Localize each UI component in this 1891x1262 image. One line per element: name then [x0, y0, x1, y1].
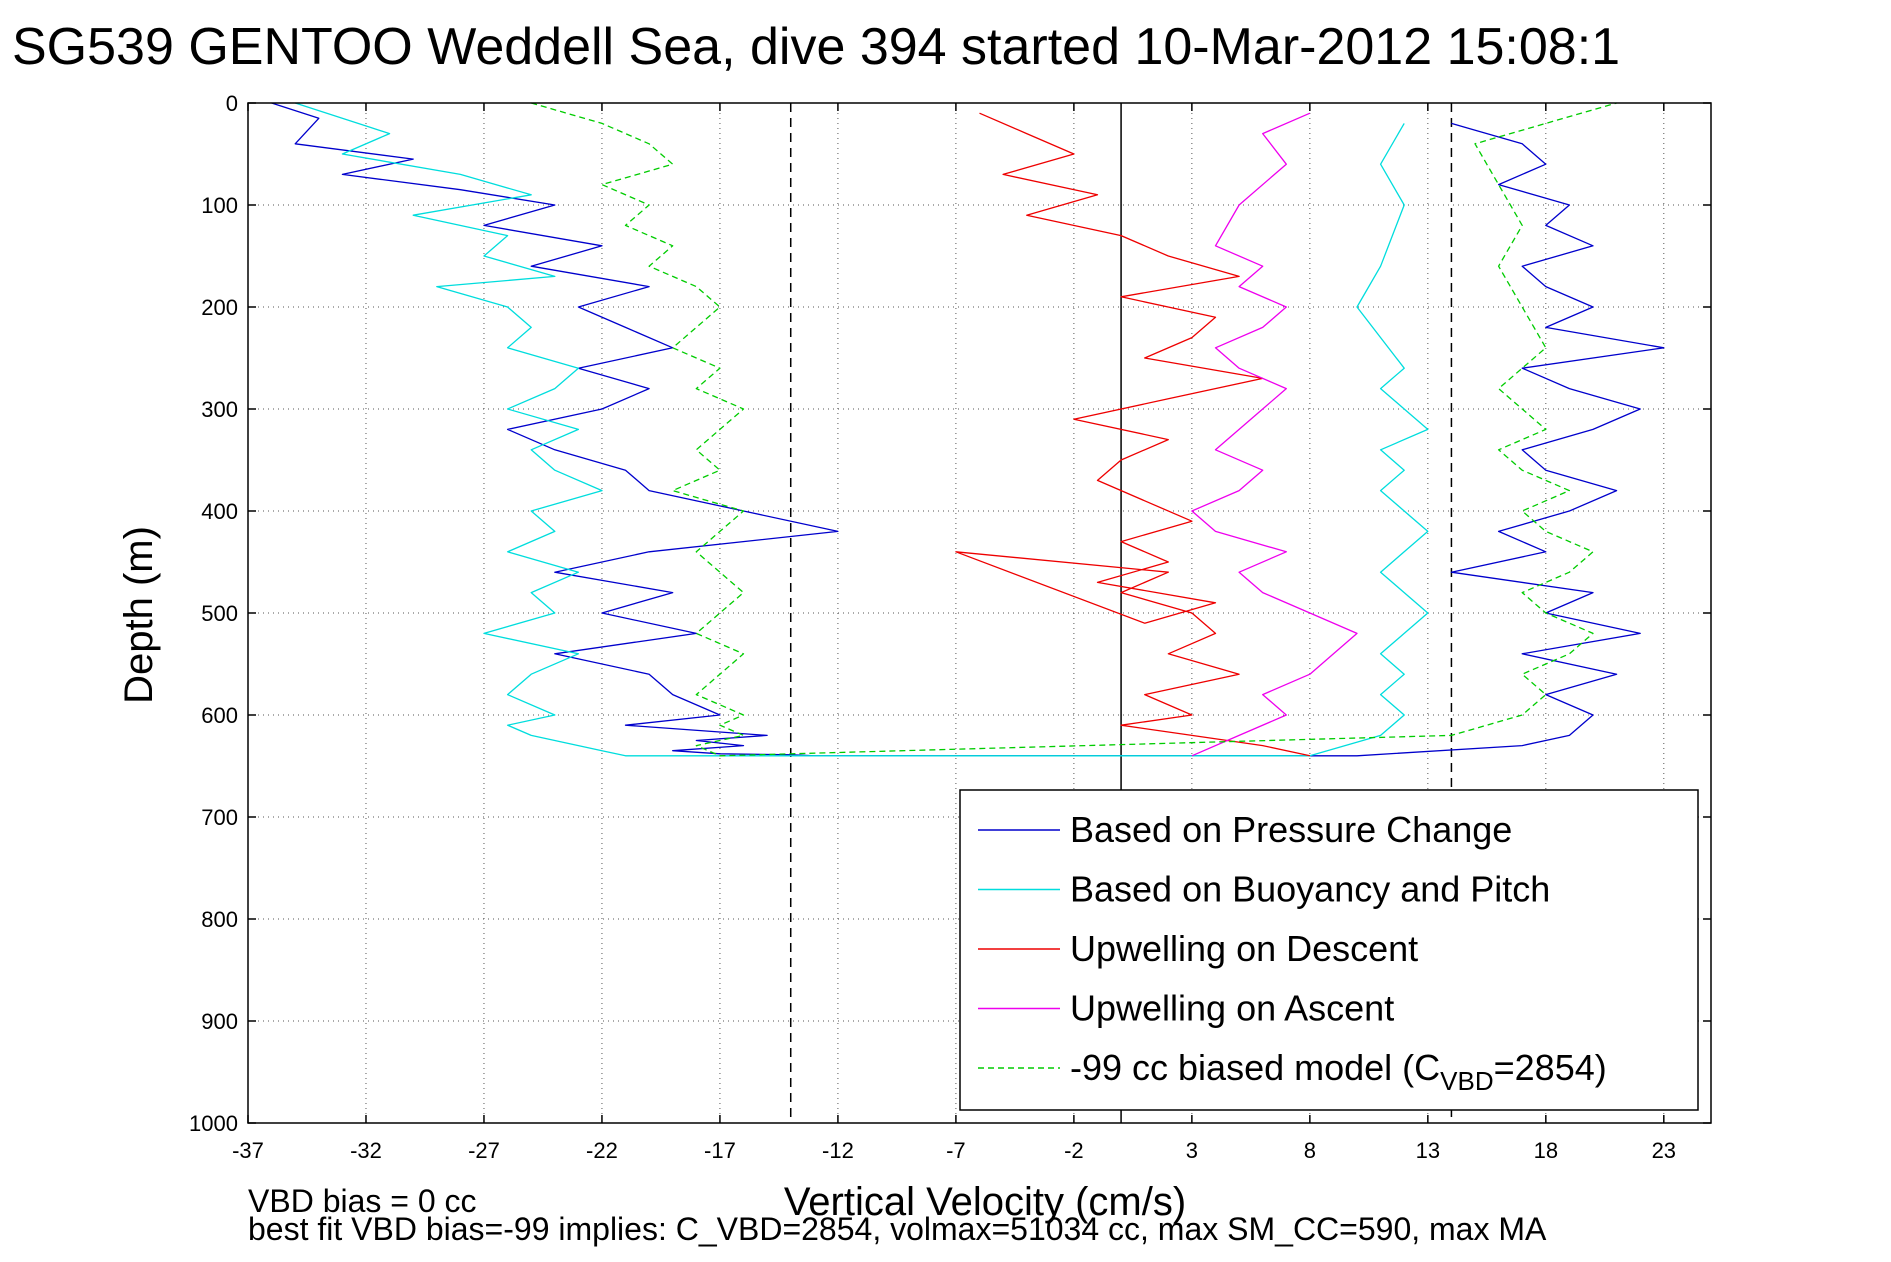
x-tick-label: 18	[1534, 1138, 1558, 1163]
series-line-4	[1191, 112, 1358, 757]
x-tick-label: 13	[1416, 1138, 1440, 1163]
x-tick-label: 8	[1304, 1138, 1316, 1163]
legend-label-1: Based on Pressure Change	[1070, 809, 1512, 850]
x-tick-label: 3	[1186, 1138, 1198, 1163]
y-tick-label: 0	[226, 91, 238, 116]
series-line-2	[294, 102, 1429, 757]
y-tick-label: 900	[201, 1009, 238, 1034]
data-series	[271, 102, 1665, 757]
x-axis-label: Vertical Velocity (cm/s)	[784, 1180, 1186, 1224]
footnote-vbd-bias: VBD bias = 0 cc	[248, 1183, 477, 1219]
x-tick-label: -12	[822, 1138, 854, 1163]
x-tick-label: -7	[946, 1138, 966, 1163]
legend-box	[959, 789, 1699, 1111]
y-tick-label: 500	[201, 601, 238, 626]
x-tick-label: -17	[704, 1138, 736, 1163]
y-tick-label: 1000	[189, 1111, 238, 1136]
y-tick-label: 800	[201, 907, 238, 932]
y-tick-label: 100	[201, 193, 238, 218]
legend-label-3: Upwelling on Descent	[1070, 928, 1418, 969]
x-tick-label: 23	[1652, 1138, 1676, 1163]
x-tick-label: -22	[586, 1138, 618, 1163]
x-tick-label: -37	[232, 1138, 264, 1163]
legend: Based on Pressure Change Based on Buoyanc…	[959, 789, 1699, 1111]
y-axis-ticks: 0 100 200 300 400 500 600 700 800 900 1000	[189, 91, 1711, 1136]
y-tick-label: 300	[201, 397, 238, 422]
series-line-5	[531, 102, 1617, 757]
y-tick-label: 400	[201, 499, 238, 524]
series-line-1	[271, 102, 1665, 757]
footnote-best-fit: best fit VBD bias=-99 implies: C_VBD=285…	[248, 1211, 1547, 1247]
legend-label-4: Upwelling on Ascent	[1070, 988, 1394, 1029]
x-tick-label: -2	[1064, 1138, 1084, 1163]
chart-title: SG539 GENTOO Weddell Sea, dive 394 start…	[12, 18, 1620, 76]
x-tick-label: -32	[350, 1138, 382, 1163]
y-axis-label: Depth (m)	[117, 526, 161, 704]
x-axis-ticks: -37 -32 -27 -22 -17 -12 -7 -2 3 8 13 18 23	[232, 103, 1676, 1163]
series-line-3	[955, 112, 1311, 757]
y-tick-label: 700	[201, 805, 238, 830]
legend-label-2: Based on Buoyancy and Pitch	[1070, 869, 1550, 910]
y-tick-label: 600	[201, 703, 238, 728]
y-tick-label: 200	[201, 295, 238, 320]
x-tick-label: -27	[468, 1138, 500, 1163]
legend-label-5: -99 cc biased model (CVBD=2854)	[1070, 1047, 1607, 1096]
